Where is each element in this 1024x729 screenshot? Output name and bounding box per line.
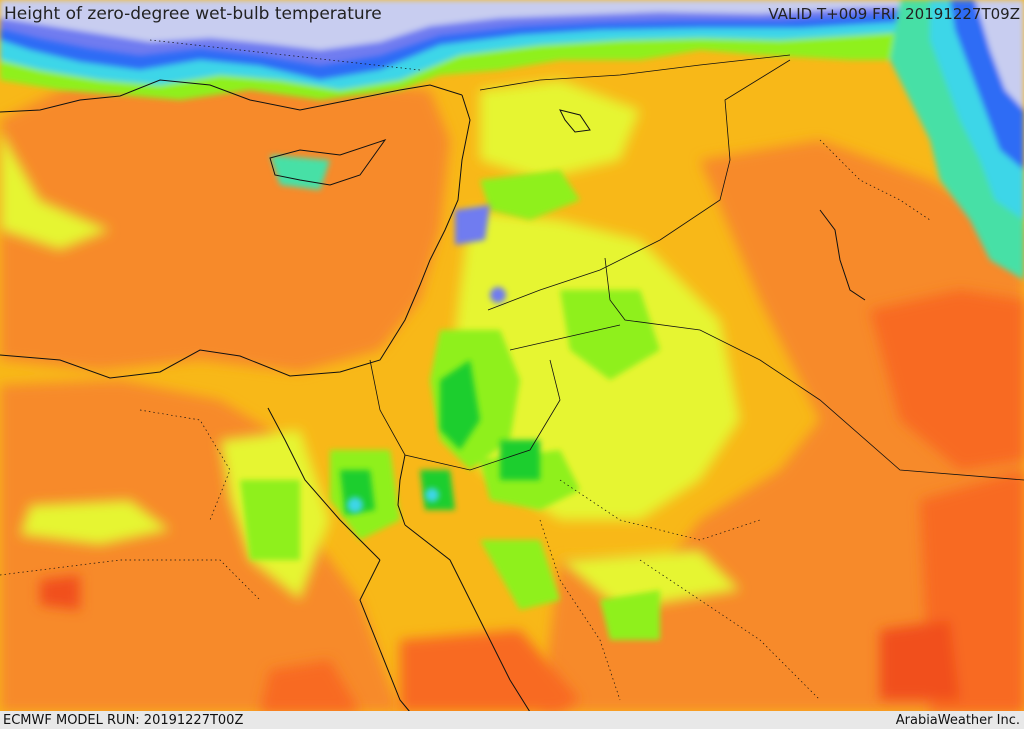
field-blue bbox=[347, 205, 506, 513]
field-north bbox=[0, 0, 1024, 280]
footer-bar: ECMWF MODEL RUN: 20191227T00Z ArabiaWeat… bbox=[0, 711, 1024, 729]
model-run-label: ECMWF MODEL RUN: 20191227T00Z bbox=[3, 713, 244, 728]
province-borders bbox=[0, 39, 931, 701]
coastlines bbox=[0, 79, 866, 713]
field-red bbox=[40, 290, 1024, 712]
valid-time: VALID T+009 FRI. 20191227T09Z bbox=[768, 5, 1020, 23]
credit-label: ArabiaWeather Inc. bbox=[895, 713, 1020, 728]
field-orange bbox=[0, 70, 1024, 712]
map-title: Height of zero-degree wet-bulb temperatu… bbox=[4, 4, 382, 24]
country-borders bbox=[369, 54, 1024, 481]
